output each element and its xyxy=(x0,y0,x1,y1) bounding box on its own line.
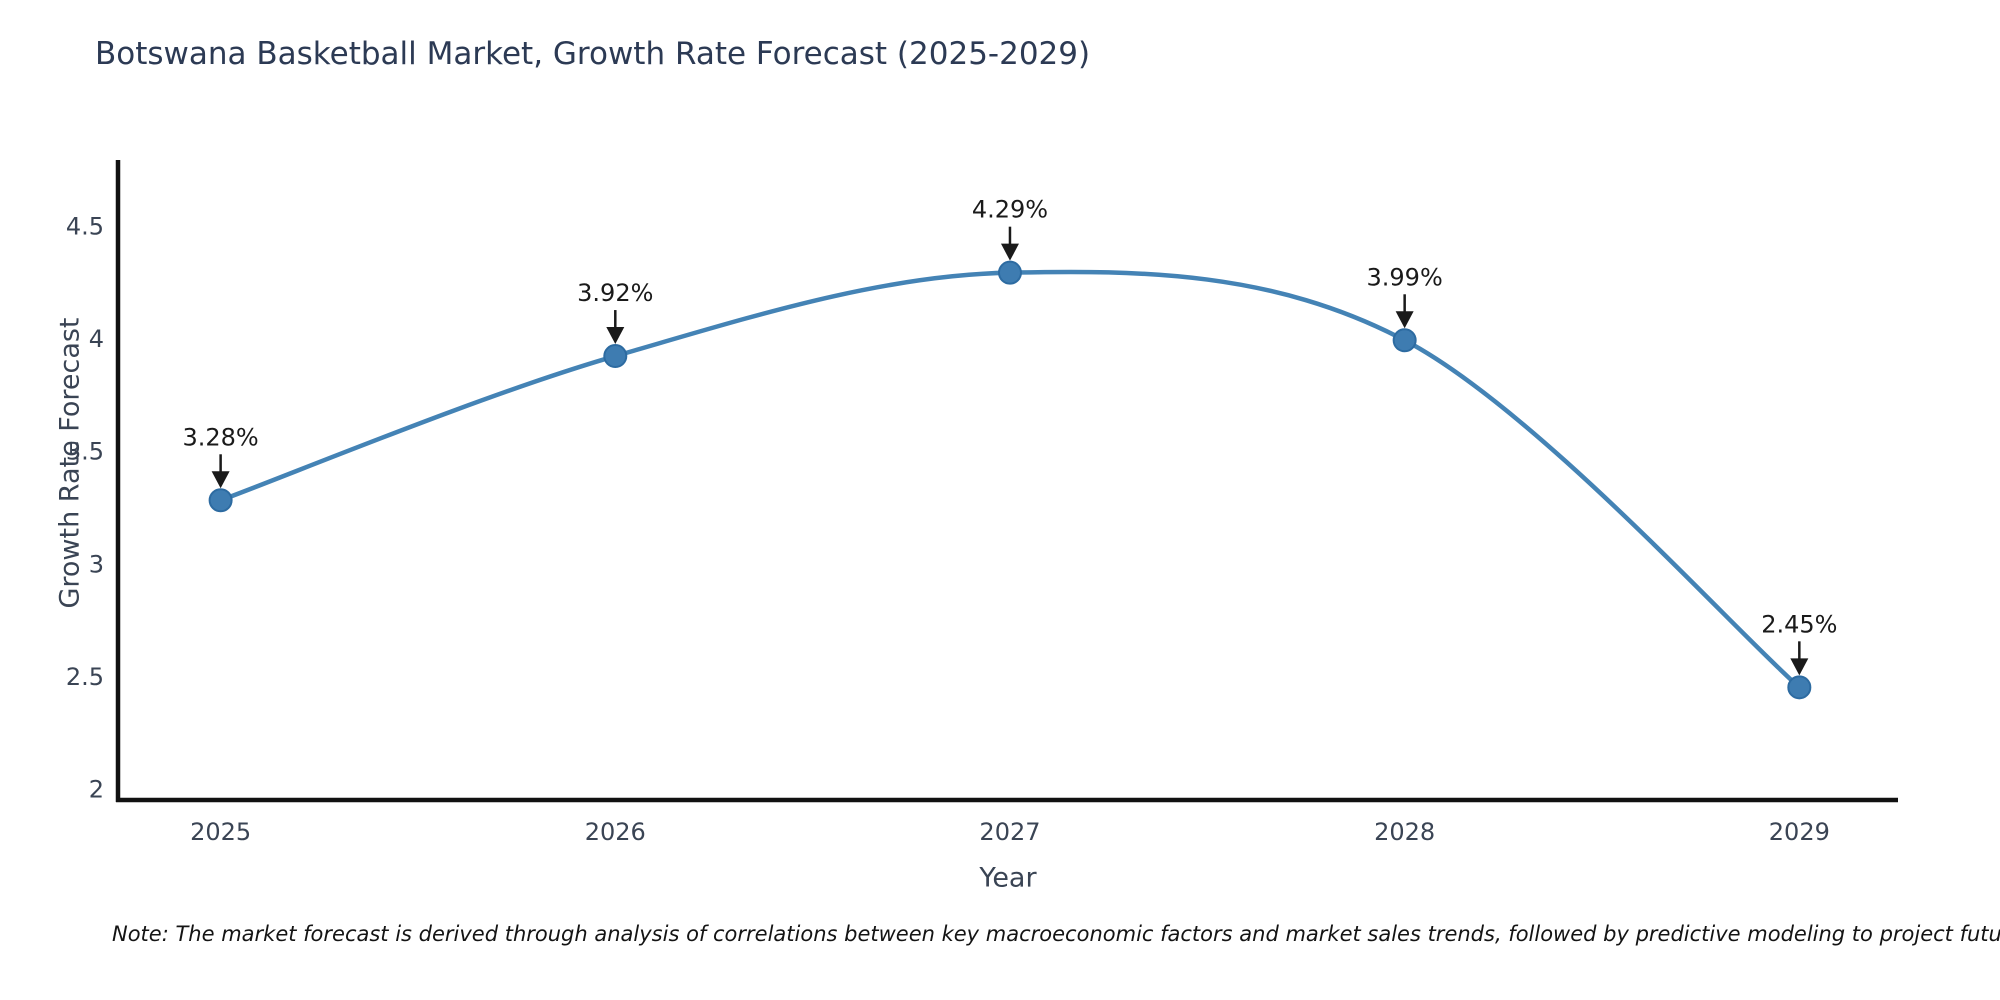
x-axis-label: Year xyxy=(979,862,1037,894)
data-point-marker xyxy=(1787,675,1812,700)
chart-title: Botswana Basketball Market, Growth Rate … xyxy=(95,36,1091,72)
x-tick-label: 2029 xyxy=(1769,818,1830,846)
y-tick-label: 4.5 xyxy=(66,212,104,240)
y-tick-label: 3.5 xyxy=(66,438,104,466)
y-tick-label: 2 xyxy=(89,776,104,804)
y-axis-label: Growth Rate Forecast xyxy=(54,317,86,609)
footnote: Note: The market forecast is derived thr… xyxy=(112,922,2000,946)
annotation-arrowhead-icon xyxy=(1000,243,1019,261)
data-point-label: 3.99% xyxy=(1367,263,1443,291)
annotation-arrowhead-icon xyxy=(211,471,230,489)
data-point-marker xyxy=(1392,328,1417,353)
annotation-arrowhead-icon xyxy=(606,327,625,345)
data-point-marker xyxy=(603,344,628,369)
data-point-marker xyxy=(997,260,1022,285)
annotation-arrowhead-icon xyxy=(1395,311,1414,329)
data-point-label: 2.45% xyxy=(1761,610,1837,638)
data-point-marker xyxy=(208,488,233,513)
annotation-arrowhead-icon xyxy=(1790,658,1809,676)
x-tick-label: 2028 xyxy=(1374,818,1435,846)
x-tick-label: 2026 xyxy=(585,818,646,846)
y-tick-label: 2.5 xyxy=(66,663,104,691)
y-tick-label: 4 xyxy=(89,325,104,353)
x-tick-label: 2027 xyxy=(979,818,1040,846)
x-tick-label: 2025 xyxy=(190,818,251,846)
data-point-label: 4.29% xyxy=(972,196,1048,224)
data-point-label: 3.92% xyxy=(577,279,653,307)
y-tick-label: 3 xyxy=(89,550,104,578)
data-point-label: 3.28% xyxy=(182,423,258,451)
forecast-line xyxy=(218,269,1802,690)
